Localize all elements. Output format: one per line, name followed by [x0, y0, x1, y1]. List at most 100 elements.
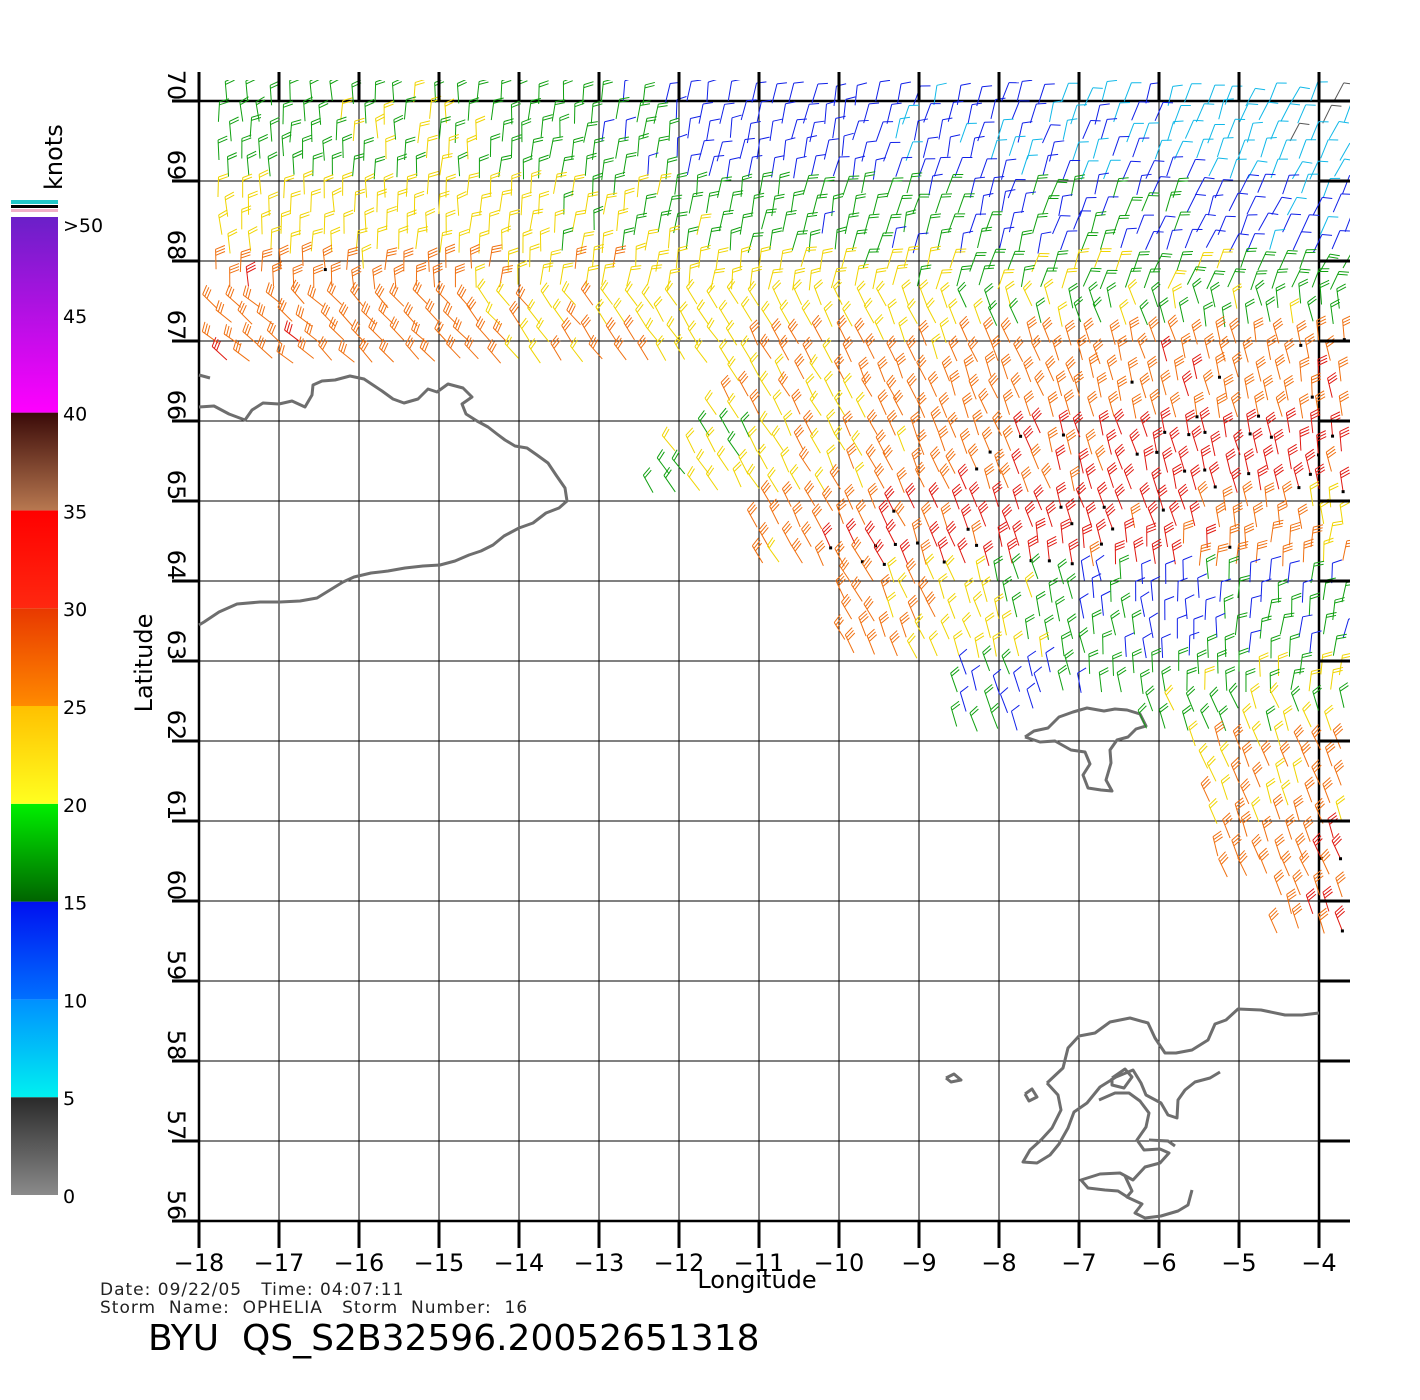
- wind-barb: [1141, 559, 1152, 584]
- wind-barb: [851, 536, 864, 564]
- wind-barb: [882, 444, 893, 471]
- wind-barb: [666, 267, 681, 291]
- wind-barb: [1215, 543, 1229, 567]
- wind-barb: [705, 426, 716, 453]
- wind-barb: [364, 173, 375, 198]
- wind-barb: [1282, 174, 1300, 195]
- wind-barb: [772, 279, 782, 306]
- wind-barb: [1063, 389, 1075, 415]
- wind-barb: [1257, 251, 1277, 271]
- wind-barb: [466, 296, 479, 322]
- wind-barb: [1163, 521, 1175, 548]
- wind-barb: [951, 483, 963, 510]
- wind-barb: [496, 281, 510, 307]
- wind-barb: [1242, 702, 1252, 729]
- wind-barb: [984, 350, 996, 377]
- wind-barb: [1169, 391, 1181, 418]
- wind-barb: [781, 101, 796, 124]
- wind-barb: [667, 194, 683, 217]
- y-tick-label: 58: [162, 1030, 190, 1061]
- wind-barb: [938, 391, 950, 418]
- y-tick-label: 57: [162, 1110, 190, 1141]
- wind-barb: [643, 193, 657, 216]
- wind-barb: [1225, 666, 1236, 691]
- wind-barb: [457, 151, 468, 177]
- wind-barb: [990, 139, 1008, 160]
- wind-barb: [1208, 157, 1228, 177]
- wind-barb: [1260, 137, 1277, 158]
- wind-barb: [809, 390, 822, 416]
- wind-barb: [522, 155, 533, 180]
- wind-barb: [1330, 666, 1344, 690]
- wind-barb: [1008, 297, 1019, 324]
- wind-barb: [834, 389, 845, 416]
- wind-barb: [1114, 483, 1125, 510]
- wind-barb: [1150, 576, 1161, 601]
- wind-barb: [1180, 332, 1192, 359]
- wind-barb: [740, 296, 753, 322]
- wind-barb: [866, 628, 878, 655]
- wind-barb: [1227, 268, 1247, 288]
- wind-barb: [1224, 85, 1243, 105]
- wind-barb: [826, 444, 836, 471]
- wind-barb: [636, 100, 651, 123]
- wind-barb: [1258, 101, 1279, 121]
- rain-flag: [1070, 562, 1074, 566]
- wind-barb: [644, 228, 659, 251]
- wind-barb: [1016, 80, 1033, 101]
- wind-barb: [811, 82, 828, 104]
- coastline-segment: [1045, 1007, 1320, 1085]
- wind-barb: [749, 319, 760, 346]
- wind-barb: [201, 321, 219, 344]
- wind-barb: [1316, 430, 1327, 457]
- wind-barb: [258, 169, 269, 195]
- wind-barb: [1055, 595, 1065, 622]
- wind-barb: [972, 409, 983, 436]
- wind-barb: [1123, 463, 1135, 490]
- wind-barb: [836, 498, 847, 525]
- wind-barb: [1013, 410, 1024, 438]
- wind-barb: [1196, 649, 1207, 674]
- wind-barb: [439, 229, 453, 253]
- wind-barb: [1278, 139, 1297, 159]
- wind-barb: [1080, 160, 1099, 180]
- wind-barb: [938, 573, 948, 599]
- wind-barb: [646, 264, 663, 286]
- wind-barb: [1332, 722, 1344, 749]
- wind-barb: [591, 137, 605, 160]
- colorbar-tick-label: 15: [63, 893, 87, 915]
- rain-flag: [975, 467, 979, 471]
- wind-barb: [841, 593, 853, 620]
- wind-barb: [918, 158, 936, 178]
- wind-barb: [1310, 524, 1324, 548]
- wind-barb: [444, 98, 455, 124]
- wind-barb: [1131, 648, 1142, 674]
- wind-barb: [580, 280, 594, 306]
- wind-barb: [290, 279, 305, 305]
- wind-barb: [928, 482, 939, 508]
- wind-barb: [633, 212, 648, 235]
- wind-barb: [664, 280, 678, 306]
- wind-barb: [1061, 267, 1078, 289]
- wind-barb: [1039, 631, 1050, 658]
- wind-barb: [1330, 298, 1341, 324]
- wind-barb: [1319, 279, 1330, 305]
- wind-barb: [1325, 445, 1337, 472]
- wind-barb: [1007, 178, 1026, 199]
- wind-barb: [1285, 813, 1296, 840]
- wind-barb: [759, 410, 773, 436]
- wind-barb: [1290, 685, 1301, 712]
- wind-barb: [866, 409, 878, 435]
- wind-barb: [954, 157, 973, 177]
- wind-barb: [1129, 428, 1140, 456]
- wind-barb: [821, 210, 835, 234]
- wind-barb: [832, 279, 843, 305]
- wind-barb: [1292, 231, 1312, 251]
- wind-barb: [913, 118, 929, 141]
- wind-barb: [1222, 412, 1234, 438]
- wind-barb: [718, 209, 734, 232]
- wind-barb: [1151, 466, 1162, 493]
- wind-barb: [835, 573, 846, 599]
- y-tick-label: 60: [162, 870, 190, 901]
- wind-barb: [1228, 192, 1249, 212]
